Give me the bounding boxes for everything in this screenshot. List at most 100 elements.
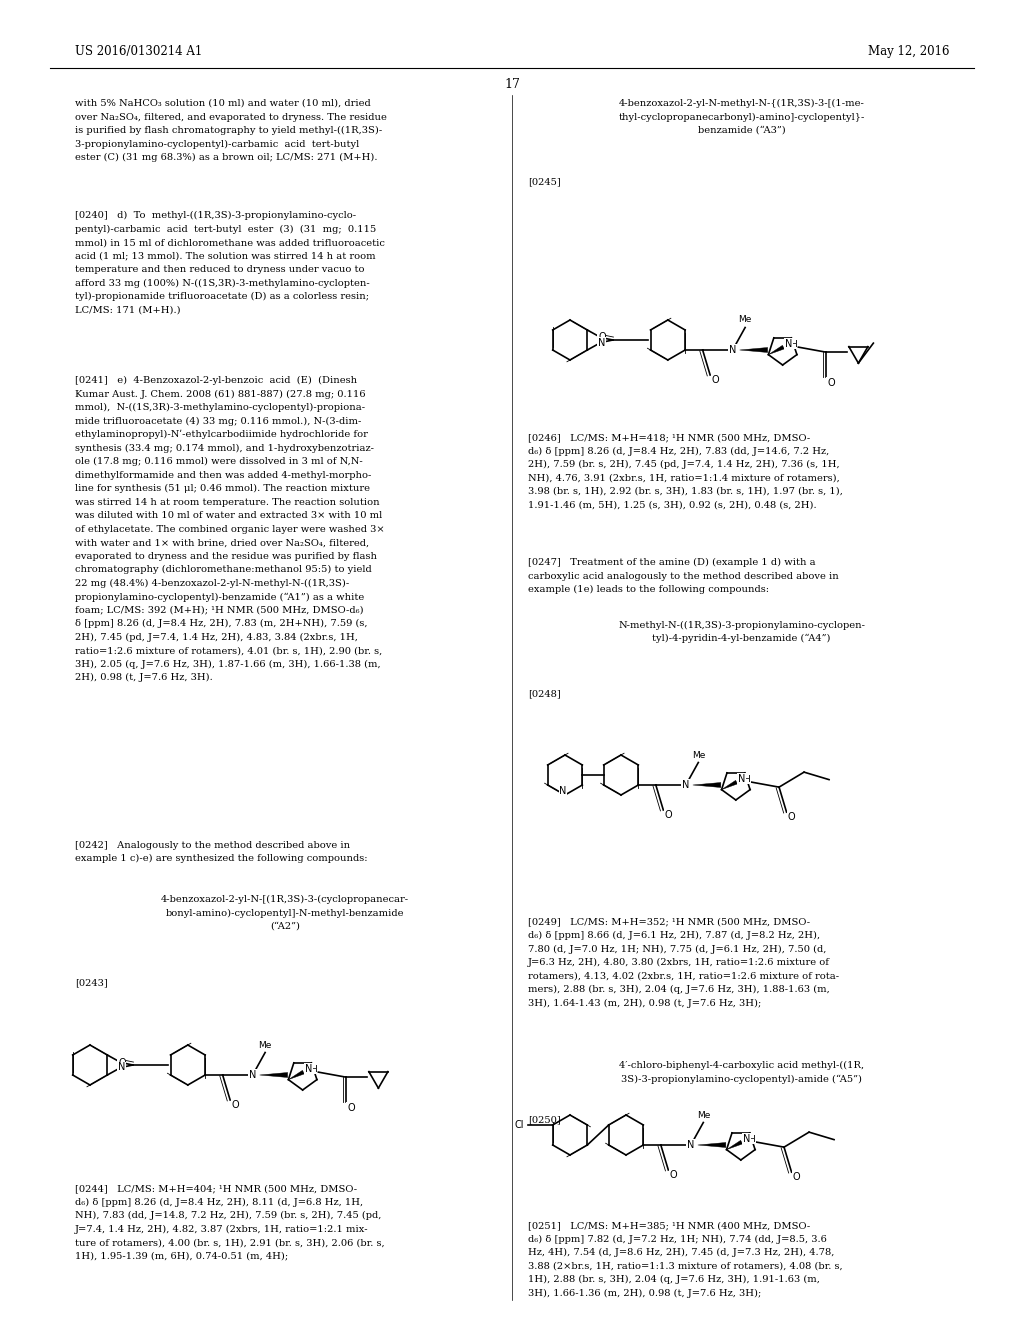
Text: N: N	[598, 338, 605, 347]
Text: 3H), 2.05 (q, J=7.6 Hz, 3H), 1.87-1.66 (m, 3H), 1.66-1.38 (m,: 3H), 2.05 (q, J=7.6 Hz, 3H), 1.87-1.66 (…	[75, 660, 381, 669]
Text: Me: Me	[738, 315, 752, 325]
Polygon shape	[260, 1073, 288, 1077]
Text: afford 33 mg (100%) N-((1S,3R)-3-methylamino-cyclopten-: afford 33 mg (100%) N-((1S,3R)-3-methyla…	[75, 279, 370, 288]
Text: J=7.4, 1.4 Hz, 2H), 4.82, 3.87 (2xbrs, 1H, ratio=1:2.1 mix-: J=7.4, 1.4 Hz, 2H), 4.82, 3.87 (2xbrs, 1…	[75, 1225, 369, 1234]
Text: [0242]   Analogously to the method described above in: [0242] Analogously to the method describ…	[75, 841, 350, 850]
Polygon shape	[289, 1071, 304, 1080]
Text: NH), 4.76, 3.91 (2xbr.s, 1H, ratio=1:1.4 mixture of rotamers),: NH), 4.76, 3.91 (2xbr.s, 1H, ratio=1:1.4…	[528, 474, 840, 482]
Text: 2H), 7.45 (pd, J=7.4, 1.4 Hz, 2H), 4.83, 3.84 (2xbr.s, 1H,: 2H), 7.45 (pd, J=7.4, 1.4 Hz, 2H), 4.83,…	[75, 632, 357, 642]
Text: Me: Me	[691, 751, 705, 759]
Text: H: H	[743, 775, 750, 784]
Text: over Na₂SO₄, filtered, and evaporated to dryness. The residue: over Na₂SO₄, filtered, and evaporated to…	[75, 112, 387, 121]
Text: 3H), 1.66-1.36 (m, 2H), 0.98 (t, J=7.6 Hz, 3H);: 3H), 1.66-1.36 (m, 2H), 0.98 (t, J=7.6 H…	[528, 1288, 761, 1298]
Text: 4-benzoxazol-2-yl-N-methyl-N-{(1R,3S)-3-[(1-me-: 4-benzoxazol-2-yl-N-methyl-N-{(1R,3S)-3-…	[618, 99, 864, 108]
Text: Hz, 4H), 7.54 (d, J=8.6 Hz, 2H), 7.45 (d, J=7.3 Hz, 2H), 4.78,: Hz, 4H), 7.54 (d, J=8.6 Hz, 2H), 7.45 (d…	[528, 1247, 835, 1257]
Text: May 12, 2016: May 12, 2016	[868, 45, 950, 58]
Text: N: N	[559, 785, 566, 796]
Text: 4′-chloro-biphenyl-4-carboxylic acid methyl-((1R,: 4′-chloro-biphenyl-4-carboxylic acid met…	[618, 1061, 864, 1071]
Text: d₆) δ [ppm] 8.66 (d, J=6.1 Hz, 2H), 7.87 (d, J=8.2 Hz, 2H),: d₆) δ [ppm] 8.66 (d, J=6.1 Hz, 2H), 7.87…	[528, 931, 820, 940]
Text: 22 mg (48.4%) 4-benzoxazol-2-yl-N-methyl-N-((1R,3S)-: 22 mg (48.4%) 4-benzoxazol-2-yl-N-methyl…	[75, 578, 349, 587]
Text: [0249]   LC/MS: M+H=352; ¹H NMR (500 MHz, DMSO-: [0249] LC/MS: M+H=352; ¹H NMR (500 MHz, …	[528, 917, 810, 927]
Text: N: N	[305, 1064, 312, 1074]
Text: chromatography (dichloromethane:methanol 95:5) to yield: chromatography (dichloromethane:methanol…	[75, 565, 372, 574]
Text: foam; LC/MS: 392 (M+H); ¹H NMR (500 MHz, DMSO-d₆): foam; LC/MS: 392 (M+H); ¹H NMR (500 MHz,…	[75, 606, 364, 615]
Polygon shape	[739, 347, 768, 352]
Text: evaporated to dryness and the residue was purified by flash: evaporated to dryness and the residue wa…	[75, 552, 377, 561]
Text: ratio=1:2.6 mixture of rotamers), 4.01 (br. s, 1H), 2.90 (br. s,: ratio=1:2.6 mixture of rotamers), 4.01 (…	[75, 647, 382, 655]
Text: 7.80 (d, J=7.0 Hz, 1H; NH), 7.75 (d, J=6.1 Hz, 2H), 7.50 (d,: 7.80 (d, J=7.0 Hz, 1H; NH), 7.75 (d, J=6…	[528, 944, 826, 953]
Text: [0243]: [0243]	[75, 978, 108, 987]
Text: 3S)-3-propionylamino-cyclopentyl)-amide (“A5”): 3S)-3-propionylamino-cyclopentyl)-amide …	[621, 1074, 862, 1084]
Text: d₆) δ [ppm] 8.26 (d, J=8.4 Hz, 2H), 7.83 (dd, J=14.6, 7.2 Hz,: d₆) δ [ppm] 8.26 (d, J=8.4 Hz, 2H), 7.83…	[528, 446, 829, 455]
Text: pentyl)-carbamic  acid  tert-butyl  ester  (3)  (31  mg;  0.115: pentyl)-carbamic acid tert-butyl ester (…	[75, 224, 376, 234]
Text: example 1 c)-e) are synthesized the following compounds:: example 1 c)-e) are synthesized the foll…	[75, 854, 368, 863]
Text: [0248]: [0248]	[528, 689, 561, 698]
Text: benzamide (“A3”): benzamide (“A3”)	[697, 125, 785, 135]
Text: N: N	[682, 780, 689, 789]
Text: Me: Me	[258, 1040, 271, 1049]
Text: [0244]   LC/MS: M+H=404; ¹H NMR (500 MHz, DMSO-: [0244] LC/MS: M+H=404; ¹H NMR (500 MHz, …	[75, 1184, 357, 1193]
Text: 3.98 (br. s, 1H), 2.92 (br. s, 3H), 1.83 (br. s, 1H), 1.97 (br. s, 1),: 3.98 (br. s, 1H), 2.92 (br. s, 3H), 1.83…	[528, 487, 843, 496]
Text: was diluted with 10 ml of water and extracted 3× with 10 ml: was diluted with 10 ml of water and extr…	[75, 511, 382, 520]
Text: mide trifluoroacetate (4) 33 mg; 0.116 mmol.), N-(3-dim-: mide trifluoroacetate (4) 33 mg; 0.116 m…	[75, 417, 361, 426]
Text: J=6.3 Hz, 2H), 4.80, 3.80 (2xbrs, 1H, ratio=1:2.6 mixture of: J=6.3 Hz, 2H), 4.80, 3.80 (2xbrs, 1H, ra…	[528, 958, 830, 968]
Text: ole (17.8 mg; 0.116 mmol) were dissolved in 3 ml of N,N-: ole (17.8 mg; 0.116 mmol) were dissolved…	[75, 457, 362, 466]
Text: N-methyl-N-((1R,3S)-3-propionylamino-cyclopen-: N-methyl-N-((1R,3S)-3-propionylamino-cyc…	[618, 620, 865, 630]
Text: Kumar Aust. J. Chem. 2008 (61) 881-887) (27.8 mg; 0.116: Kumar Aust. J. Chem. 2008 (61) 881-887) …	[75, 389, 366, 399]
Text: 3-propionylamino-cyclopentyl)-carbamic  acid  tert-butyl: 3-propionylamino-cyclopentyl)-carbamic a…	[75, 140, 359, 149]
Text: 17: 17	[504, 78, 520, 91]
Polygon shape	[727, 1140, 742, 1150]
Text: synthesis (33.4 mg; 0.174 mmol), and 1-hydroxybenzotriaz-: synthesis (33.4 mg; 0.174 mmol), and 1-h…	[75, 444, 374, 453]
Text: mmol),  N-((1S,3R)-3-methylamino-cyclopentyl)-propiona-: mmol), N-((1S,3R)-3-methylamino-cyclopen…	[75, 403, 366, 412]
Text: O: O	[793, 1172, 801, 1183]
Text: mmol) in 15 ml of dichloromethane was added trifluoroacetic: mmol) in 15 ml of dichloromethane was ad…	[75, 238, 385, 247]
Text: propionylamino-cyclopentyl)-benzamide (“A1”) as a white: propionylamino-cyclopentyl)-benzamide (“…	[75, 593, 365, 602]
Text: 1H), 1.95-1.39 (m, 6H), 0.74-0.51 (m, 4H);: 1H), 1.95-1.39 (m, 6H), 0.74-0.51 (m, 4H…	[75, 1251, 288, 1261]
Text: of ethylacetate. The combined organic layer were washed 3×: of ethylacetate. The combined organic la…	[75, 525, 385, 533]
Text: N: N	[738, 774, 745, 784]
Polygon shape	[693, 783, 721, 788]
Text: d₆) δ [ppm] 8.26 (d, J=8.4 Hz, 2H), 8.11 (d, J=6.8 Hz, 1H,: d₆) δ [ppm] 8.26 (d, J=8.4 Hz, 2H), 8.11…	[75, 1197, 364, 1206]
Text: 1.91-1.46 (m, 5H), 1.25 (s, 3H), 0.92 (s, 2H), 0.48 (s, 2H).: 1.91-1.46 (m, 5H), 1.25 (s, 3H), 0.92 (s…	[528, 500, 816, 510]
Text: 3.88 (2×br.s, 1H, ratio=1:1.3 mixture of rotamers), 4.08 (br. s,: 3.88 (2×br.s, 1H, ratio=1:1.3 mixture of…	[528, 1262, 843, 1270]
Text: tyl)-4-pyridin-4-yl-benzamide (“A4”): tyl)-4-pyridin-4-yl-benzamide (“A4”)	[652, 634, 830, 643]
Text: NH), 7.83 (dd, J=14.8, 7.2 Hz, 2H), 7.59 (br. s, 2H), 7.45 (pd,: NH), 7.83 (dd, J=14.8, 7.2 Hz, 2H), 7.59…	[75, 1210, 381, 1220]
Text: [0251]   LC/MS: M+H=385; ¹H NMR (400 MHz, DMSO-: [0251] LC/MS: M+H=385; ¹H NMR (400 MHz, …	[528, 1221, 810, 1230]
Text: O: O	[347, 1104, 354, 1113]
Text: line for synthesis (51 μl; 0.46 mmol). The reaction mixture: line for synthesis (51 μl; 0.46 mmol). T…	[75, 484, 370, 494]
Text: acid (1 ml; 13 mmol). The solution was stirred 14 h at room: acid (1 ml; 13 mmol). The solution was s…	[75, 252, 376, 261]
Text: N: N	[687, 1140, 694, 1150]
Text: example (1e) leads to the following compounds:: example (1e) leads to the following comp…	[528, 585, 769, 594]
Text: Cl: Cl	[515, 1119, 524, 1130]
Text: O: O	[670, 1170, 677, 1180]
Text: with water and 1× with brine, dried over Na₂SO₄, filtered,: with water and 1× with brine, dried over…	[75, 539, 369, 548]
Text: ture of rotamers), 4.00 (br. s, 1H), 2.91 (br. s, 3H), 2.06 (br. s,: ture of rotamers), 4.00 (br. s, 1H), 2.9…	[75, 1238, 385, 1247]
Text: O: O	[787, 812, 796, 822]
Text: N: N	[729, 345, 736, 355]
Text: carboxylic acid analogously to the method described above in: carboxylic acid analogously to the metho…	[528, 572, 839, 581]
Text: H: H	[310, 1065, 316, 1073]
Text: was stirred 14 h at room temperature. The reaction solution: was stirred 14 h at room temperature. Th…	[75, 498, 380, 507]
Text: bonyl-amino)-cyclopentyl]-N-methyl-benzamide: bonyl-amino)-cyclopentyl]-N-methyl-benza…	[166, 908, 404, 917]
Text: H: H	[749, 1135, 755, 1143]
Text: LC/MS: 171 (M+H).): LC/MS: 171 (M+H).)	[75, 306, 180, 314]
Text: is purified by flash chromatography to yield methyl-((1R,3S)-: is purified by flash chromatography to y…	[75, 125, 382, 135]
Text: thyl-cyclopropanecarbonyl)-amino]-cyclopentyl}-: thyl-cyclopropanecarbonyl)-amino]-cyclop…	[618, 112, 864, 121]
Text: rotamers), 4.13, 4.02 (2xbr.s, 1H, ratio=1:2.6 mixture of rota-: rotamers), 4.13, 4.02 (2xbr.s, 1H, ratio…	[528, 972, 839, 981]
Text: [0240]   d)  To  methyl-((1R,3S)-3-propionylamino-cyclo-: [0240] d) To methyl-((1R,3S)-3-propionyl…	[75, 211, 356, 220]
Text: dimethylformamide and then was added 4-methyl-morpho-: dimethylformamide and then was added 4-m…	[75, 471, 372, 479]
Text: 3H), 1.64-1.43 (m, 2H), 0.98 (t, J=7.6 Hz, 3H);: 3H), 1.64-1.43 (m, 2H), 0.98 (t, J=7.6 H…	[528, 998, 761, 1007]
Polygon shape	[722, 780, 737, 789]
Polygon shape	[697, 1143, 726, 1147]
Text: mers), 2.88 (br. s, 3H), 2.04 (q, J=7.6 Hz, 3H), 1.88-1.63 (m,: mers), 2.88 (br. s, 3H), 2.04 (q, J=7.6 …	[528, 985, 829, 994]
Text: [0246]   LC/MS: M+H=418; ¹H NMR (500 MHz, DMSO-: [0246] LC/MS: M+H=418; ¹H NMR (500 MHz, …	[528, 433, 810, 442]
Text: [0245]: [0245]	[528, 177, 561, 186]
Text: O: O	[712, 375, 719, 385]
Text: O: O	[827, 378, 835, 388]
Text: ester (C) (31 mg 68.3%) as a brown oil; LC/MS: 271 (M+H).: ester (C) (31 mg 68.3%) as a brown oil; …	[75, 153, 378, 162]
Text: Me: Me	[696, 1110, 710, 1119]
Text: O: O	[231, 1100, 239, 1110]
Text: [0250]: [0250]	[528, 1115, 561, 1125]
Text: [0247]   Treatment of the amine (D) (example 1 d) with a: [0247] Treatment of the amine (D) (examp…	[528, 558, 816, 568]
Text: H: H	[790, 339, 797, 348]
